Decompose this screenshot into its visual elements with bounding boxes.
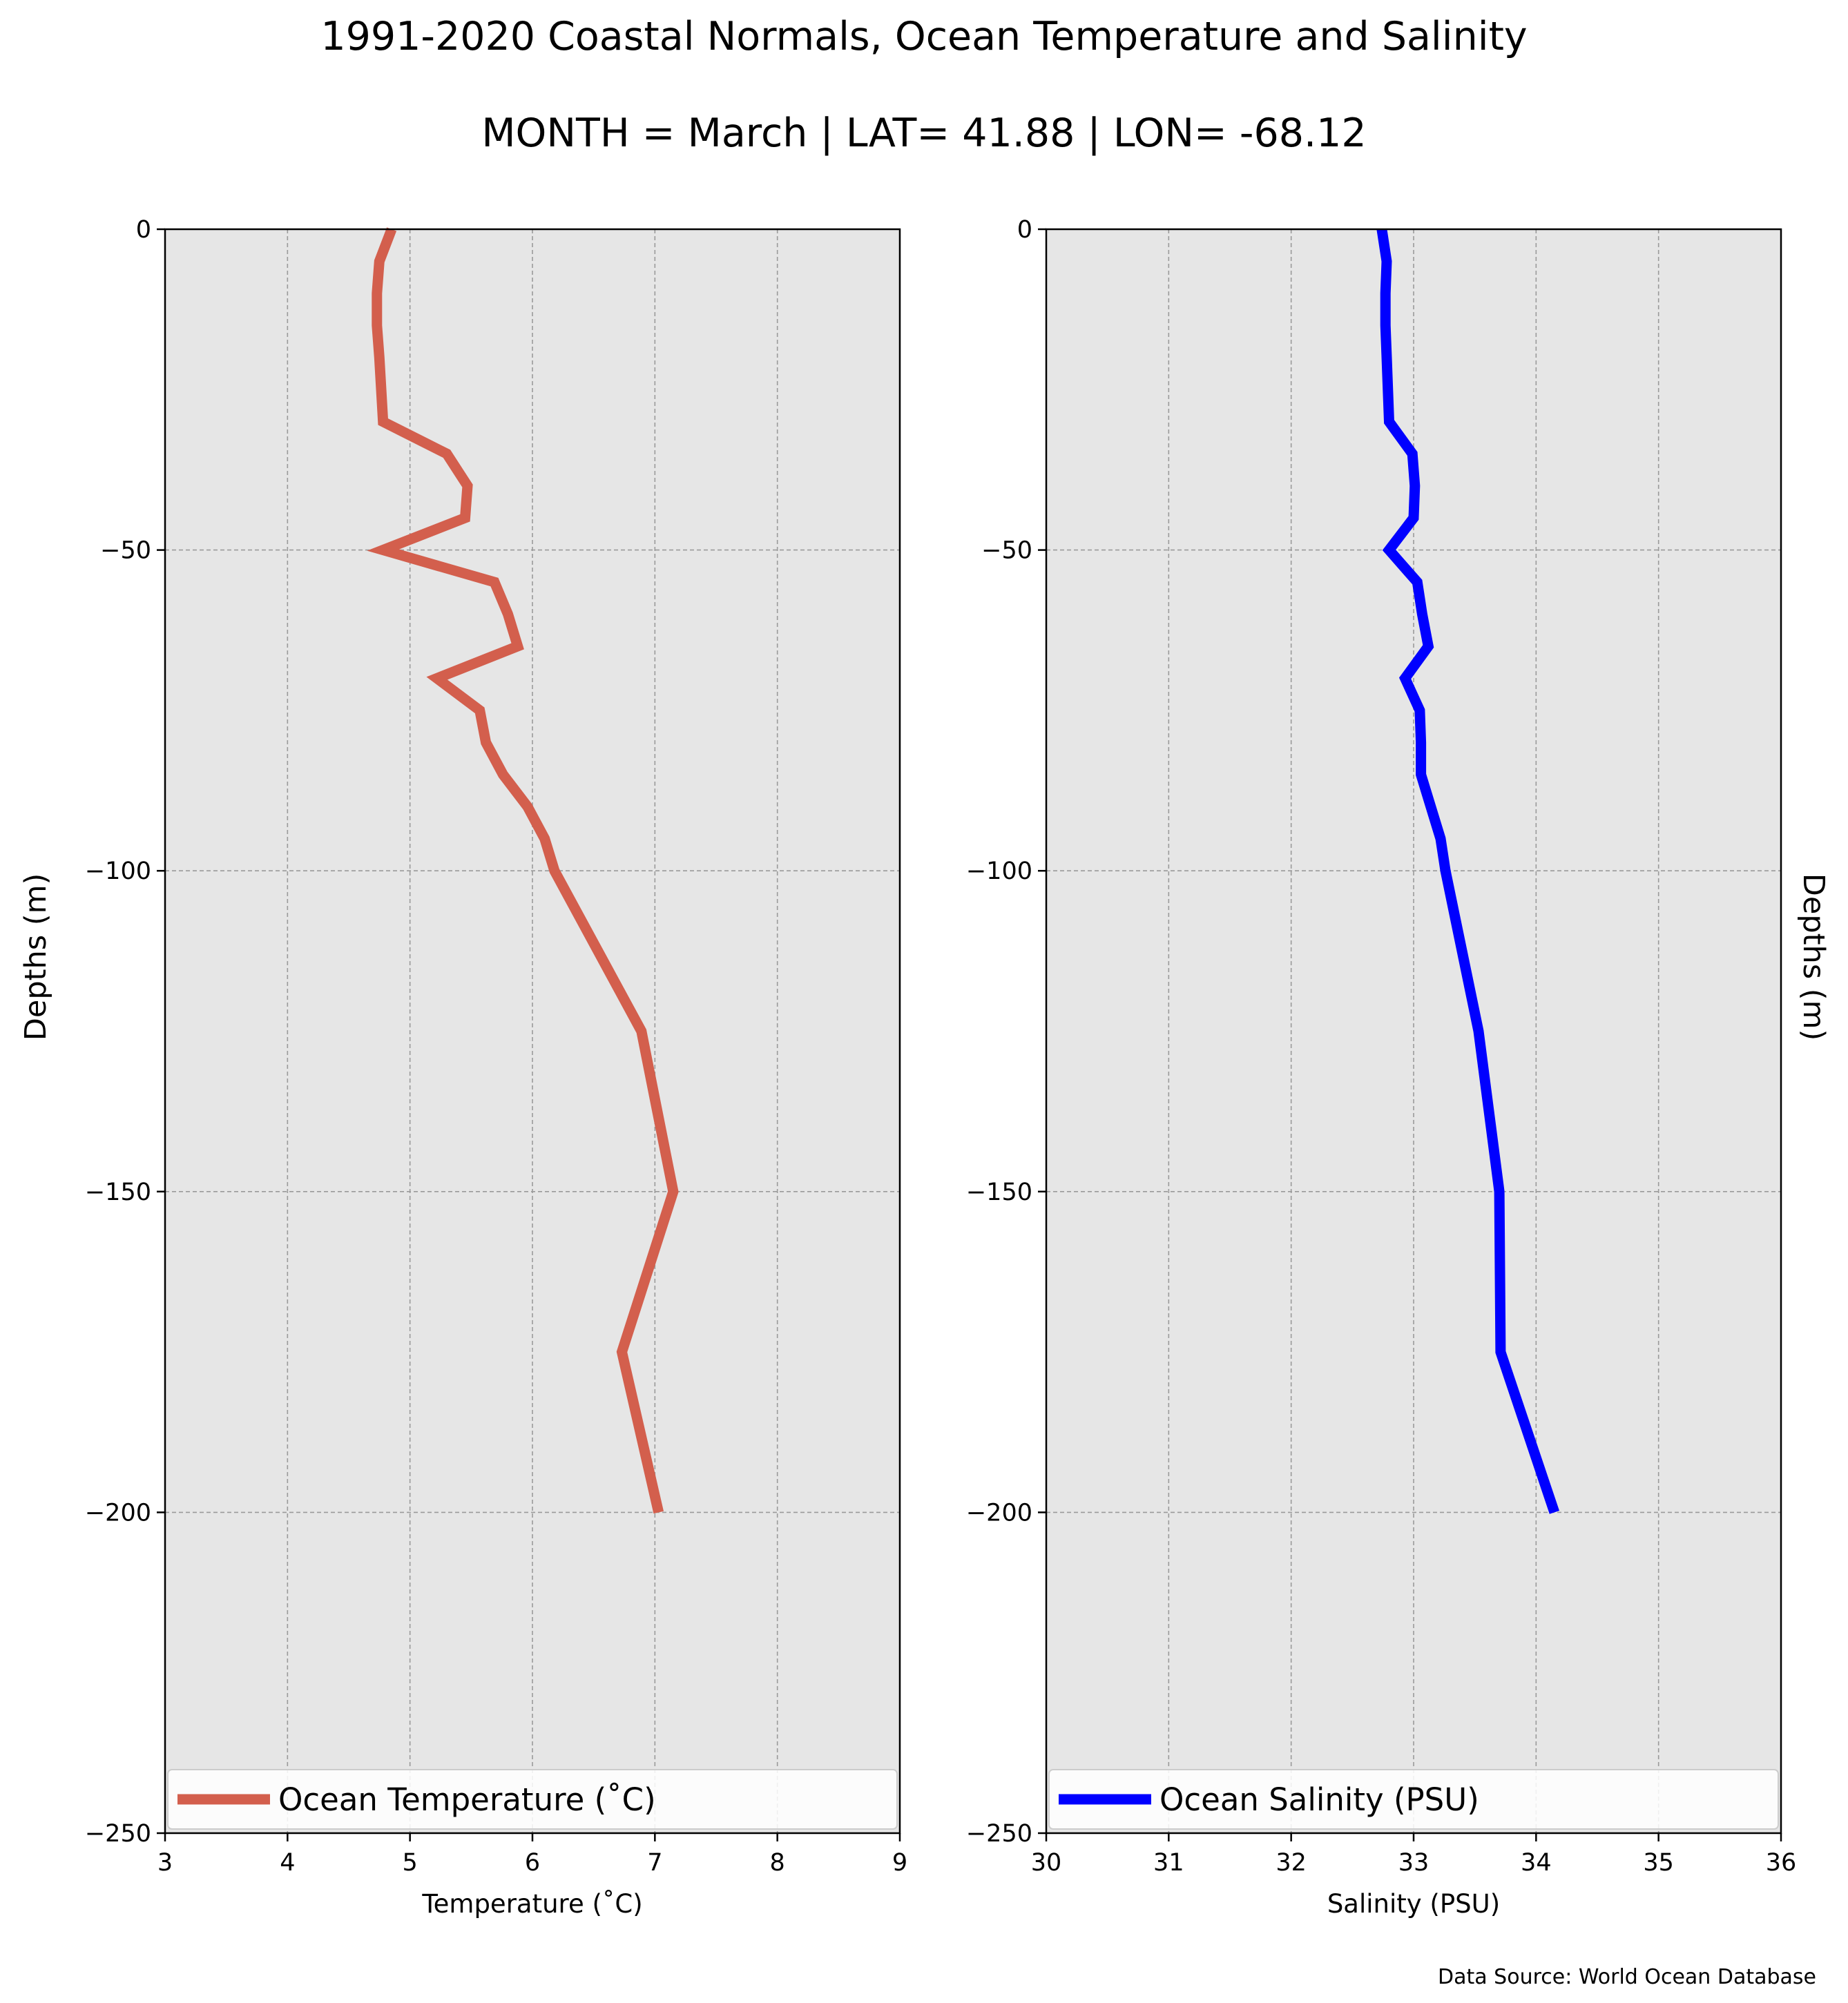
- x-axis-label: Temperature (˚C): [421, 1889, 642, 1919]
- legend-box: [1048, 1769, 1779, 1830]
- y-tick-label: 0: [1017, 216, 1032, 244]
- x-tick-label: 7: [647, 1849, 662, 1877]
- salinity-panel: 30 31 32 33 34 35 36 0 −50 −100 −150 −200 −250 Salini…: [966, 216, 1796, 1919]
- y-axis-label-right: Depths (m): [1796, 873, 1831, 1041]
- y-tick-label: −50: [981, 537, 1032, 565]
- temperature-panel: 3 4 5 6 7 8 9 0 −50 −100 −150 −200 −250 Temperature (…: [85, 216, 907, 1919]
- x-tick-label: 5: [403, 1849, 418, 1877]
- y-tick-label: −100: [85, 858, 151, 885]
- y-tick-label: −50: [100, 537, 151, 565]
- y-axis-label-left: Depths (m): [19, 873, 53, 1041]
- y-tick-label: −200: [966, 1499, 1032, 1527]
- y-tick-label: 0: [136, 216, 151, 244]
- series-line: [1376, 228, 1560, 1514]
- y-tick-label: −100: [966, 858, 1032, 885]
- y-tick-label: −250: [966, 1820, 1032, 1848]
- x-tick-label: 34: [1521, 1849, 1552, 1877]
- x-tick-label: 6: [525, 1849, 540, 1877]
- x-tick-label: 8: [770, 1849, 785, 1877]
- x-tick-label: 30: [1031, 1849, 1062, 1877]
- x-tick-label: 9: [892, 1849, 907, 1877]
- y-tick-label: −150: [85, 1179, 151, 1206]
- x-tick-label: 3: [157, 1849, 173, 1877]
- chart-subtitle: MONTH = March | LAT= 41.88 | LON= -68.12: [481, 110, 1366, 156]
- y-tick-label: −250: [85, 1820, 151, 1848]
- x-tick-label: 32: [1276, 1849, 1307, 1877]
- series-line: [367, 227, 679, 1514]
- x-tick-label: 33: [1398, 1849, 1430, 1877]
- legend-box: [167, 1769, 898, 1830]
- data-source-note: Data Source: World Ocean Database: [1438, 1965, 1816, 1989]
- x-axis-label: Salinity (PSU): [1327, 1889, 1500, 1919]
- legend-label: Ocean Salinity (PSU): [1159, 1781, 1479, 1818]
- x-tick-label: 35: [1643, 1849, 1674, 1877]
- legend: Ocean Temperature (˚C): [167, 1769, 898, 1830]
- y-tick-label: −150: [966, 1179, 1032, 1206]
- y-tick-label: −200: [85, 1499, 151, 1527]
- legend: Ocean Salinity (PSU): [1048, 1769, 1779, 1830]
- legend-label: Ocean Temperature (˚C): [278, 1781, 656, 1818]
- x-tick-label: 4: [280, 1849, 295, 1877]
- chart-title: 1991-2020 Coastal Normals, Ocean Tempera…: [320, 14, 1527, 59]
- x-tick-label: 31: [1153, 1849, 1184, 1877]
- x-tick-label: 36: [1766, 1849, 1797, 1877]
